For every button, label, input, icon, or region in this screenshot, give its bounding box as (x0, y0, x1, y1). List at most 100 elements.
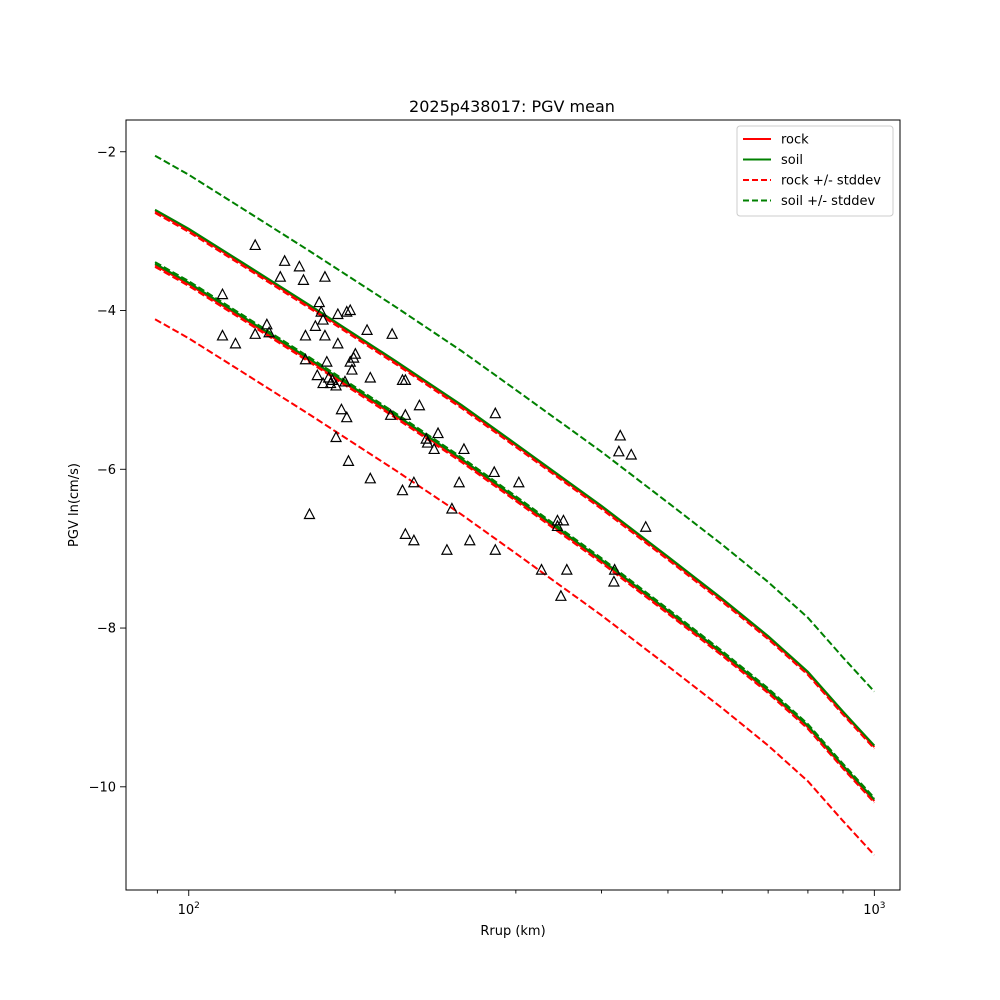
observation-point-30 (338, 375, 351, 387)
observation-point-21 (320, 355, 333, 367)
observation-point-25 (330, 379, 343, 391)
observation-point-60 (457, 442, 470, 455)
observation-point-62 (488, 465, 501, 478)
observation-point-54 (421, 436, 434, 448)
observation-point-9 (293, 260, 306, 272)
observation-point-14 (311, 368, 324, 381)
y-tick-label: −4 (97, 304, 116, 319)
series-line-3 (154, 208, 876, 747)
observation-point-39 (361, 323, 374, 335)
x-tick-label: 102 (178, 901, 200, 918)
observation-point-57 (440, 543, 453, 555)
observation-point-72 (607, 575, 620, 587)
x-axis-label: Rrup (km) (480, 924, 545, 939)
observation-point-43 (384, 408, 397, 420)
observation-point-59 (453, 475, 466, 488)
observation-point-24 (326, 373, 339, 385)
observation-point-49 (399, 527, 412, 539)
observation-point-68 (551, 519, 564, 532)
observation-point-52 (413, 398, 426, 411)
observation-point-64 (489, 543, 502, 555)
observation-point-26 (330, 430, 343, 443)
observation-point-17 (317, 376, 330, 389)
observation-points (216, 238, 652, 601)
observation-point-46 (396, 483, 409, 496)
observation-point-48 (399, 408, 412, 420)
observation-point-32 (340, 410, 353, 423)
observation-point-69 (554, 589, 567, 601)
legend-entry-label: soil (781, 153, 803, 168)
observation-point-15 (313, 295, 326, 308)
observation-point-36 (345, 363, 358, 375)
observation-point-56 (432, 426, 445, 439)
observation-point-35 (344, 355, 357, 367)
y-tick-label: −2 (97, 145, 116, 160)
observation-point-20 (318, 270, 331, 282)
observation-point-7 (274, 270, 287, 282)
x-tick-label: 103 (863, 901, 885, 918)
observation-point-41 (364, 472, 377, 484)
observation-point-65 (512, 475, 525, 488)
observation-point-76 (625, 448, 638, 460)
observation-point-61 (463, 533, 476, 546)
observation-point-18 (317, 313, 330, 325)
series-lines (154, 154, 876, 856)
observation-point-38 (349, 347, 362, 359)
observation-point-11 (299, 352, 312, 365)
observation-point-47 (399, 373, 412, 385)
legend-box (736, 125, 894, 217)
observation-point-51 (407, 533, 420, 546)
y-axis-label: PGV ln(cm/s) (67, 463, 82, 547)
observation-point-75 (614, 429, 627, 441)
legend-entry-label: rock +/- stddev (781, 174, 881, 189)
series-line-6 (154, 265, 876, 804)
observation-point-71 (560, 563, 573, 575)
observation-point-6 (263, 325, 276, 338)
series-line-8 (154, 261, 876, 799)
observation-point-77 (639, 520, 652, 532)
observation-point-1 (216, 329, 229, 341)
observation-point-58 (445, 502, 458, 514)
observation-point-0 (216, 287, 229, 300)
observation-point-5 (260, 318, 273, 330)
y-axis: −2 −4 −6 −8 −10 (89, 145, 126, 795)
observation-point-50 (407, 475, 420, 488)
observation-point-67 (551, 514, 564, 526)
chart-title: 2025p438017: PGV mean (409, 97, 615, 116)
observation-point-70 (557, 514, 570, 526)
observation-point-42 (303, 507, 316, 520)
observation-point-34 (344, 303, 357, 316)
observation-point-10 (297, 273, 310, 285)
series-line-1 (154, 210, 876, 748)
y-tick-label: −10 (89, 780, 116, 795)
observation-point-44 (386, 327, 399, 339)
observation-point-31 (340, 305, 353, 317)
legend: rock soil rock +/- stddev soil +/- stddev (736, 125, 894, 217)
series-line-5 (154, 212, 876, 750)
observation-point-12 (299, 329, 312, 341)
observation-point-63 (489, 406, 502, 419)
observation-point-40 (364, 371, 377, 383)
observation-point-3 (249, 238, 262, 251)
legend-entry-label: rock (781, 133, 809, 148)
observation-point-28 (331, 337, 344, 349)
observation-point-55 (428, 442, 441, 455)
observation-point-73 (608, 563, 621, 575)
observation-point-2 (229, 337, 242, 349)
observation-point-66 (535, 563, 548, 575)
x-axis: 102 103 (156, 890, 885, 918)
series-line-4 (154, 318, 876, 856)
observation-point-13 (309, 319, 322, 331)
observation-point-4 (249, 327, 262, 339)
observation-point-8 (278, 254, 291, 266)
plot-area (125, 119, 901, 891)
legend-entry-label: soil +/- stddev (781, 194, 876, 209)
observation-point-53 (420, 432, 433, 444)
y-tick-label: −8 (97, 622, 116, 637)
y-tick-label: −6 (97, 463, 116, 478)
observation-point-74 (612, 445, 625, 457)
observation-point-19 (318, 329, 331, 341)
observation-point-16 (315, 305, 328, 317)
series-line-7 (154, 154, 876, 693)
